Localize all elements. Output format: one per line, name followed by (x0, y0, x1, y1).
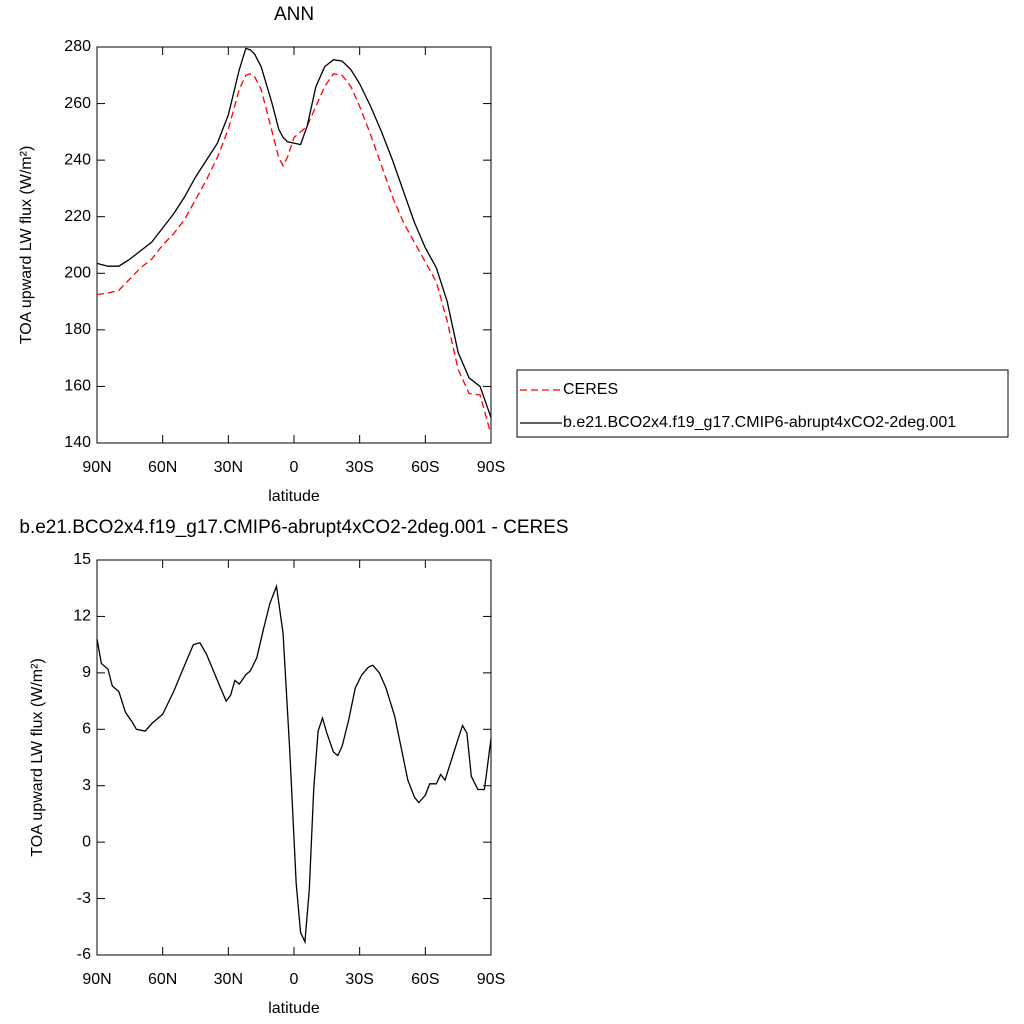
x-axis-label: latitude (268, 488, 320, 505)
y-axis-label: TOA upward LW flux (W/m²) (18, 146, 35, 345)
x-tick-label: 0 (290, 971, 299, 988)
y-tick-label: 9 (82, 664, 91, 681)
x-tick-label: 30S (345, 459, 373, 476)
x-tick-label: 90N (82, 971, 111, 988)
y-tick-label: 180 (64, 321, 91, 338)
y-tick-label: 0 (82, 833, 91, 850)
y-tick-label: 260 (64, 95, 91, 112)
plot: b.e21.BCO2x4.f19_g17.CMIP6-abrupt4xCO2-2… (19, 517, 568, 1017)
series-line (96, 73, 492, 435)
y-axis-label: TOA upward LW flux (W/m²) (29, 658, 46, 857)
plot: ANN 140 160 180 200 220 240 260 280 90N 60N 30N 0 30S… (18, 4, 1009, 505)
y-tick-label: 12 (73, 608, 91, 625)
plot-frame (96, 559, 492, 956)
series-line (96, 583, 492, 945)
y-tick-label: -6 (77, 946, 91, 963)
chart-title: b.e21.BCO2x4.f19_g17.CMIP6-abrupt4xCO2-2… (19, 517, 568, 538)
y-tick-label: 140 (64, 434, 91, 451)
x-tick-label: 90S (477, 971, 505, 988)
y-tick-label: 280 (64, 38, 91, 55)
legend-label: CERES (563, 381, 618, 398)
plot-frame (96, 46, 492, 444)
x-tick-label: 30N (214, 971, 243, 988)
y-tick-label: 6 (82, 721, 91, 738)
x-tick-label: 60N (148, 459, 177, 476)
y-tick-label: 200 (64, 265, 91, 282)
x-tick-label: 90N (82, 459, 111, 476)
y-tick-label: 240 (64, 151, 91, 168)
chart-title: ANN (274, 4, 314, 25)
x-tick-label: 90S (477, 459, 505, 476)
y-tick-label: 220 (64, 208, 91, 225)
x-axis-label: latitude (268, 1000, 320, 1017)
y-tick-label: 160 (64, 378, 91, 395)
y-tick-label: 15 (73, 551, 91, 568)
legend-box (516, 369, 1009, 438)
y-tick-label: 3 (82, 777, 91, 794)
legend-label: b.e21.BCO2x4.f19_g17.CMIP6-abrupt4xCO2-2… (563, 414, 956, 431)
x-tick-label: 60S (411, 971, 439, 988)
series-line (96, 47, 492, 418)
x-tick-label: 0 (290, 459, 299, 476)
x-tick-label: 30S (345, 971, 373, 988)
x-tick-label: 60S (411, 459, 439, 476)
x-tick-label: 60N (148, 971, 177, 988)
y-tick-label: -3 (77, 890, 91, 907)
x-tick-label: 30N (214, 459, 243, 476)
